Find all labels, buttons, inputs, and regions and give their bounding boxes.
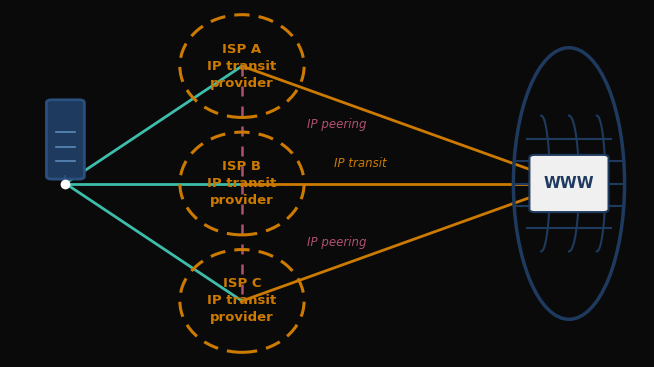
Text: ISP A
IP transit
provider: ISP A IP transit provider bbox=[207, 43, 277, 90]
Text: ISP C
IP transit
provider: ISP C IP transit provider bbox=[207, 277, 277, 324]
FancyBboxPatch shape bbox=[530, 155, 608, 212]
Text: WWW: WWW bbox=[543, 176, 594, 191]
Text: IP transit: IP transit bbox=[334, 157, 386, 170]
Text: ISP B
IP transit
provider: ISP B IP transit provider bbox=[207, 160, 277, 207]
FancyBboxPatch shape bbox=[46, 100, 84, 179]
Text: IP peering: IP peering bbox=[307, 236, 367, 249]
Text: IP peering: IP peering bbox=[307, 118, 367, 131]
